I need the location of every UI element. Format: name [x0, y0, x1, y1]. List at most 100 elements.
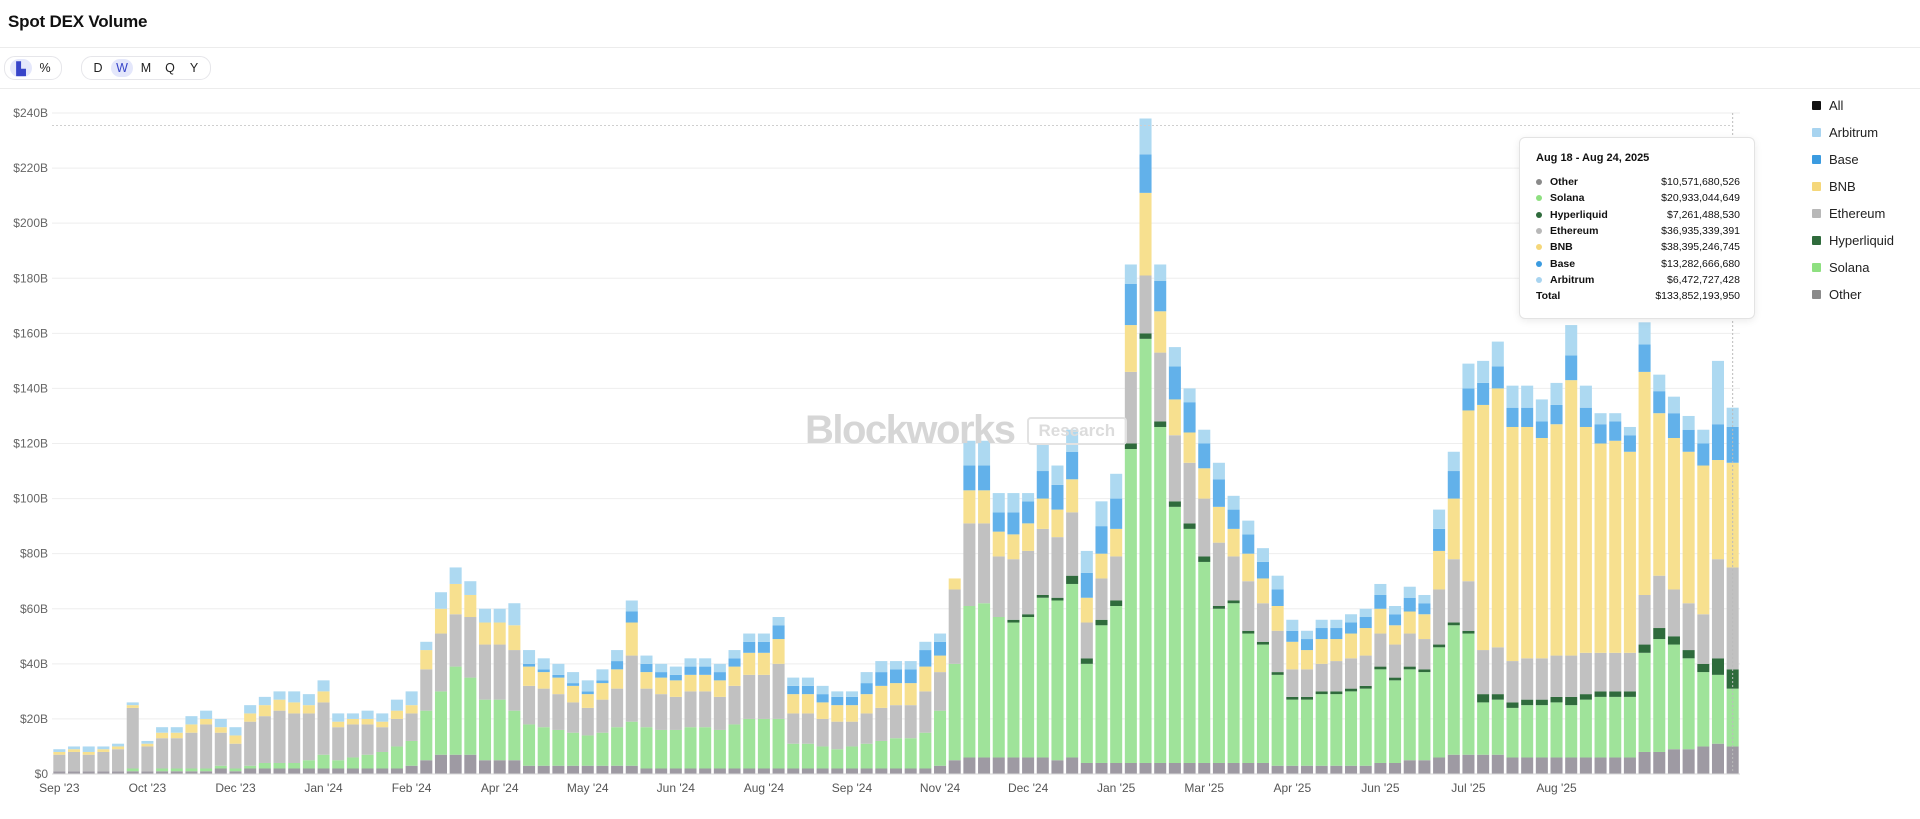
bar-segment-base: [757, 641, 770, 653]
bar-segment-hyperliquid: [1550, 696, 1563, 703]
percent-icon[interactable]: %: [39, 61, 51, 75]
bar-segment-solana: [1198, 561, 1211, 763]
bar-segment-solana: [1447, 625, 1460, 755]
bar-segment-ethereum: [919, 691, 932, 733]
bar-segment-solana: [1242, 633, 1255, 763]
bar-segment-hyperliquid: [1242, 630, 1255, 634]
bar-segment-solana: [1594, 696, 1607, 758]
granularity-m-button[interactable]: M: [140, 61, 152, 75]
bar-segment-other: [302, 768, 315, 774]
bar-segment-solana: [684, 727, 697, 769]
bar-segment-other: [537, 765, 550, 774]
bar-segment-bnb: [434, 608, 447, 634]
legend-label: Arbitrum: [1829, 125, 1879, 140]
bar-segment-ethereum: [772, 663, 785, 719]
legend-item-base[interactable]: Base: [1812, 146, 1920, 173]
stacked-bar-chart[interactable]: $0 $20B $40B $60B $80B $100B $120B $140B $160B $1…: [0, 100, 1770, 814]
bar-segment-arbitrum: [214, 718, 227, 728]
bar-segment-ethereum: [1638, 594, 1651, 645]
bar-segment-solana: [1550, 702, 1563, 758]
bar-segment-ethereum: [669, 696, 682, 730]
bar-segment-arbitrum: [1491, 341, 1504, 367]
granularity-q-button[interactable]: Q: [165, 61, 175, 75]
bar-segment-solana: [1271, 674, 1284, 766]
bar-segment-base: [1418, 603, 1431, 615]
bar-segment-hyperliquid: [1638, 644, 1651, 653]
bar-segment-ethereum: [963, 523, 976, 606]
bar-segment-arbitrum: [728, 650, 741, 659]
bar-segment-other: [1389, 762, 1402, 774]
bar-segment-base: [1036, 471, 1049, 499]
x-tick-label: Apr '25: [1273, 781, 1311, 795]
bar-segment-solana: [816, 746, 829, 769]
bar-segment-bnb: [934, 655, 947, 673]
bar-segment-arbitrum: [816, 685, 829, 695]
bar-segment-base: [860, 683, 873, 695]
bar-segment-ethereum: [1667, 589, 1680, 637]
bar-segment-hyperliquid: [1198, 556, 1211, 562]
bar-segment-base: [728, 658, 741, 667]
granularity-d-button[interactable]: D: [93, 61, 103, 75]
granularity-w-button[interactable]: W: [111, 59, 133, 77]
bar-segment-base: [1477, 382, 1490, 405]
bar-segment-bnb: [1124, 325, 1137, 372]
legend-item-bnb[interactable]: BNB: [1812, 173, 1920, 200]
bar-segment-other: [1697, 746, 1710, 774]
bar-segment-other: [743, 768, 756, 774]
bar-segment-arbitrum: [1007, 493, 1020, 513]
bar-segment-solana: [1051, 600, 1064, 761]
bar-segment-arbitrum: [156, 727, 169, 733]
bar-segment-solana: [376, 751, 389, 769]
tooltip-series-name: Arbitrum: [1550, 273, 1595, 286]
bar-segment-arbitrum: [669, 666, 682, 675]
bar-segment-ethereum: [1124, 371, 1137, 444]
bar-segment-hyperliquid: [1300, 696, 1314, 700]
bar-segment-other: [978, 757, 991, 774]
bar-segment-other: [757, 768, 770, 774]
bar-segment-solana: [1638, 652, 1651, 752]
bar-segment-bnb: [1726, 462, 1739, 568]
bar-segment-other: [156, 771, 169, 774]
legend-item-arbitrum[interactable]: Arbitrum: [1812, 119, 1920, 146]
bar-segment-ethereum: [1697, 614, 1710, 664]
bar-segment-solana: [1066, 583, 1079, 758]
bar-segment-bnb: [126, 705, 139, 708]
legend-item-ethereum[interactable]: Ethereum: [1812, 200, 1920, 227]
bar-segment-solana: [948, 663, 961, 761]
bar-segment-hyperliquid: [1022, 614, 1035, 618]
bar-segment-ethereum: [1403, 633, 1416, 667]
bar-segment-other: [596, 765, 609, 774]
bar-segment-solana: [1462, 633, 1475, 755]
bar-segment-ethereum: [831, 721, 844, 750]
bar-segment-ethereum: [141, 746, 154, 772]
bar-segment-ethereum: [713, 696, 726, 730]
bar-segment-arbitrum: [1036, 443, 1049, 472]
bar-segment-other: [1315, 765, 1328, 774]
bar-segment-ethereum: [185, 732, 198, 769]
bar-segment-bnb: [1300, 650, 1314, 670]
bar-segment-other: [1711, 743, 1724, 774]
legend-item-solana[interactable]: Solana: [1812, 254, 1920, 281]
bar-segment-solana: [1711, 674, 1724, 744]
chart-plot-area[interactable]: $0 $20B $40B $60B $80B $100B $120B $140B $160B $1…: [0, 100, 1770, 814]
bar-segment-arbitrum: [82, 746, 95, 752]
bar-segment-ethereum: [1271, 630, 1284, 673]
bar-segment-bnb: [214, 727, 227, 733]
legend-item-other[interactable]: Other: [1812, 281, 1920, 308]
bar-chart-icon[interactable]: ▙: [10, 59, 32, 77]
bar-segment-ethereum: [361, 724, 374, 755]
legend-item-all[interactable]: All: [1812, 92, 1920, 119]
bar-segment-arbitrum: [919, 641, 932, 651]
granularity-y-button[interactable]: Y: [189, 61, 199, 75]
bar-segment-other: [1168, 762, 1181, 774]
bar-segment-bnb: [449, 583, 462, 615]
bar-segment-base: [640, 663, 653, 673]
bar-segment-ethereum: [1168, 435, 1181, 502]
bar-segment-ethereum: [1711, 559, 1724, 659]
bar-segment-arbitrum: [787, 677, 800, 686]
bar-segment-other: [68, 771, 81, 774]
bar-segment-other: [523, 765, 536, 774]
tooltip-row-hyperliquid: Hyperliquid $7,261,488,530: [1536, 207, 1740, 223]
legend-item-hyperliquid[interactable]: Hyperliquid: [1812, 227, 1920, 254]
bar-segment-arbitrum: [684, 658, 697, 667]
